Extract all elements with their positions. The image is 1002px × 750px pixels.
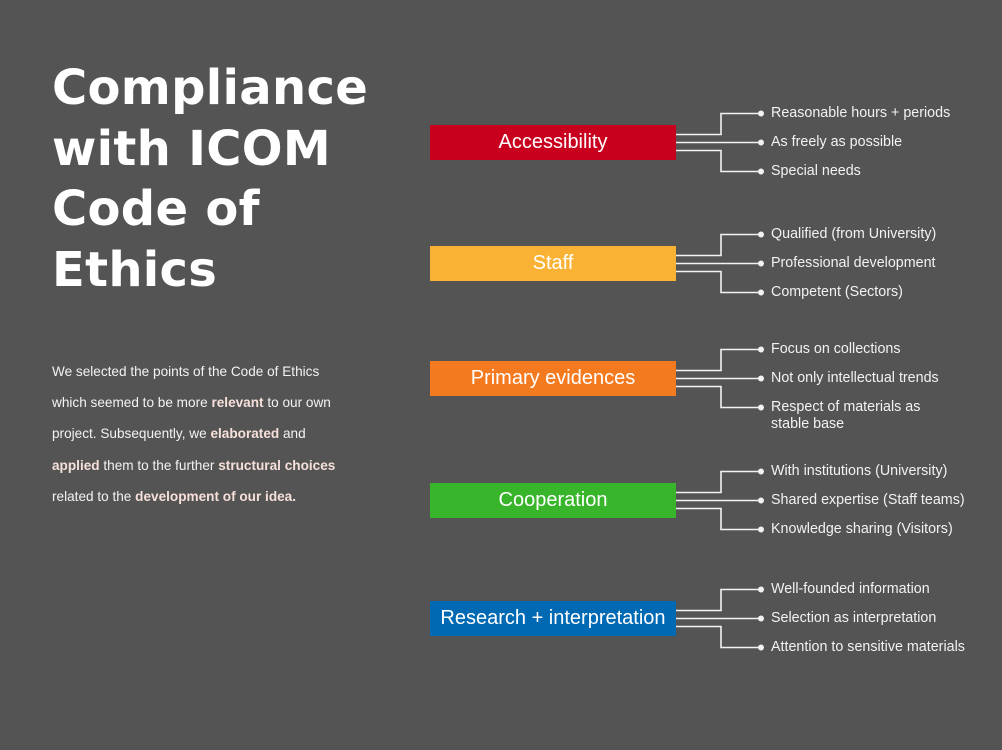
intro-line: related to the development of our idea. bbox=[52, 481, 382, 512]
category-item: Knowledge sharing (Visitors) bbox=[771, 520, 953, 537]
connector-line bbox=[676, 112, 761, 136]
category-item: Special needs bbox=[771, 162, 861, 179]
category-item: Selection as interpretation bbox=[771, 609, 937, 626]
intro-line: We selected the points of the Code of Et… bbox=[52, 356, 382, 387]
category-item: With institutions (University) bbox=[771, 462, 948, 479]
title-line: Code of bbox=[52, 181, 260, 237]
connector-line bbox=[676, 625, 761, 649]
category-label: Cooperation bbox=[498, 489, 608, 511]
category-box: Research + interpretation bbox=[430, 601, 676, 636]
connector-line bbox=[676, 507, 761, 531]
category-label: Research + interpretation bbox=[440, 607, 666, 629]
connector-dot bbox=[758, 346, 764, 353]
category-box: Staff bbox=[430, 246, 676, 281]
connector-dot bbox=[758, 231, 764, 238]
connector-dot bbox=[758, 615, 764, 622]
intro-line: applied them to the further structural c… bbox=[52, 450, 382, 481]
connector-dot bbox=[758, 404, 764, 411]
category-label: Accessibility bbox=[498, 131, 608, 153]
connector-dot bbox=[758, 139, 764, 146]
connector-line bbox=[676, 348, 761, 372]
category-box: Primary evidences bbox=[430, 361, 676, 396]
connector-line bbox=[676, 470, 761, 494]
category-item: Reasonable hours + periods bbox=[771, 104, 951, 121]
intro-line: which seemed to be more relevant to our … bbox=[52, 387, 382, 418]
category-label: Primary evidences bbox=[470, 367, 636, 389]
category-item: Not only intellectual trends bbox=[771, 369, 939, 386]
intro-text: and bbox=[279, 426, 306, 442]
intro-line: project. Subsequently, we elaborated and bbox=[52, 418, 382, 449]
category-item: As freely as possible bbox=[771, 133, 903, 150]
intro-text: them to the further bbox=[99, 457, 219, 473]
category-item: Focus on collections bbox=[771, 340, 901, 357]
category-item: Shared expertise (Staff teams) bbox=[771, 491, 965, 508]
intro-emphasis: structural choices bbox=[218, 457, 336, 473]
connector-line bbox=[676, 233, 761, 257]
category-item: stable base bbox=[771, 415, 845, 432]
connector-dot bbox=[758, 260, 764, 267]
category-box: Accessibility bbox=[430, 125, 676, 160]
connector-line bbox=[676, 588, 761, 612]
connector-line bbox=[676, 270, 761, 294]
title-line: Ethics bbox=[52, 241, 218, 298]
category-item: Qualified (from University) bbox=[771, 225, 937, 242]
connector-line bbox=[676, 385, 761, 409]
intro-emphasis: elaborated bbox=[210, 426, 280, 442]
title-line: Compliance bbox=[52, 60, 369, 116]
connector-dot bbox=[758, 289, 764, 296]
connector-dot bbox=[758, 497, 764, 504]
connector-dot bbox=[758, 168, 764, 175]
connector-dot bbox=[758, 586, 764, 593]
category-box: Cooperation bbox=[430, 483, 676, 518]
connector-line bbox=[676, 149, 761, 173]
intro-text: We selected the points of the Code of Et… bbox=[52, 364, 320, 379]
intro-emphasis: development of our idea. bbox=[135, 488, 297, 504]
category-item: Well-founded information bbox=[771, 580, 930, 597]
category-item: Respect of materials as bbox=[771, 398, 921, 415]
connector-dot bbox=[758, 526, 764, 533]
connector-dot bbox=[758, 644, 764, 651]
connector-dot bbox=[758, 468, 764, 475]
intro-paragraph: We selected the points of the Code of Et… bbox=[52, 356, 382, 512]
title-line: with ICOM bbox=[52, 120, 331, 177]
intro-text: project. Subsequently, we bbox=[52, 426, 211, 442]
category-item: Competent (Sectors) bbox=[771, 283, 903, 300]
category-item: Professional development bbox=[771, 254, 936, 271]
page-title: Compliance with ICOM Code of Ethics bbox=[52, 58, 412, 300]
connector-dot bbox=[758, 110, 764, 117]
intro-text: which seemed to be more bbox=[52, 395, 212, 411]
intro-text: to our own bbox=[263, 395, 331, 411]
intro-text: related to the bbox=[52, 488, 136, 504]
intro-emphasis: relevant bbox=[211, 395, 264, 411]
category-item: Attention to sensitive materials bbox=[771, 638, 965, 655]
connector-dot bbox=[758, 375, 764, 382]
intro-emphasis: applied bbox=[52, 457, 100, 473]
category-label: Staff bbox=[532, 252, 574, 274]
